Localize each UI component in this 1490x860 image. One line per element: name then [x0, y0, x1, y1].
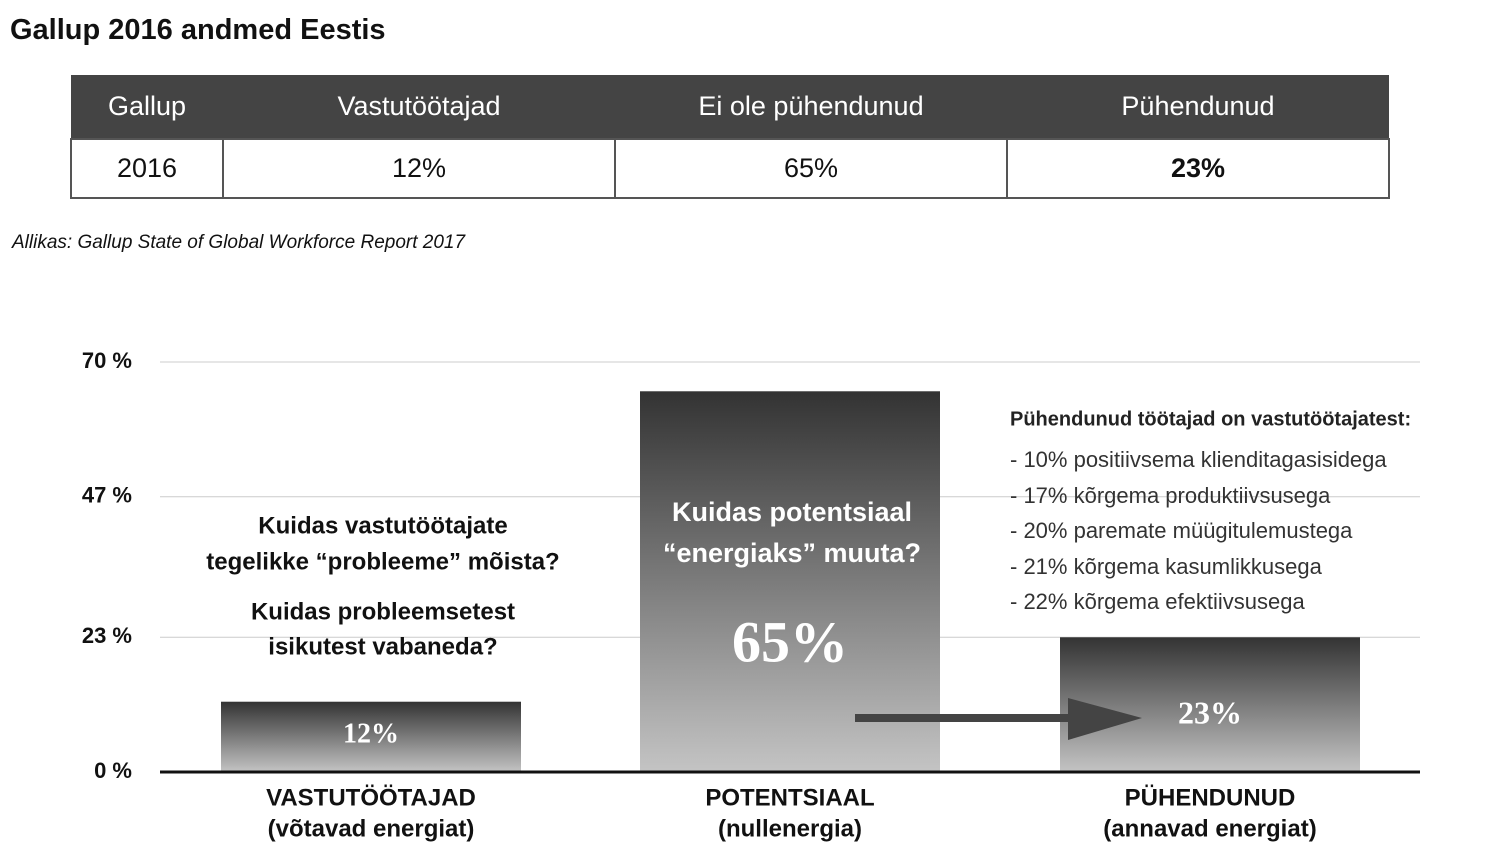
column-header: Pühendunud: [1007, 75, 1389, 139]
bar: [640, 391, 940, 772]
x-tick-label: PÜHENDUNUD: [1125, 784, 1296, 811]
bar: [1060, 637, 1360, 772]
value-label: 65%: [732, 609, 848, 674]
annotation-item: - 21% kõrgema kasumlikkusega: [1010, 554, 1323, 579]
annotation-item: - 20% paremate müügitulemustega: [1010, 518, 1353, 543]
annotation-item: - 10% positiivsema klienditagasisidega: [1010, 447, 1387, 472]
y-tick-label: 70 %: [82, 348, 132, 373]
x-tick-label: POTENTSIAAL: [705, 784, 874, 811]
annotation: tegelikke “probleeme” mõista?: [206, 548, 559, 575]
annotation-item: - 17% kõrgema produktiivsusega: [1010, 483, 1331, 508]
x-tick-sublabel: (võtavad energiat): [268, 815, 475, 842]
data-table: Gallup Vastutöötajad Ei ole pühendunud P…: [70, 75, 1390, 199]
column-header: Gallup: [71, 75, 223, 139]
source-note: Allikas: Gallup State of Global Workforc…: [12, 232, 466, 253]
annotation: isikutest vabaneda?: [268, 633, 497, 660]
annotation-item: - 22% kõrgema efektiivsusega: [1010, 589, 1305, 614]
annotation-title: Pühendunud töötajad on vastutöötajatest:: [1010, 408, 1411, 430]
table-cell: 23%: [1006, 138, 1390, 199]
x-tick-label: VASTUTÖÖTAJAD: [266, 784, 476, 811]
annotation: Kuidas potentsiaal: [672, 497, 912, 527]
table-cell: 12%: [222, 138, 616, 199]
bar: [221, 701, 521, 772]
x-tick-sublabel: (annavad energiat): [1103, 815, 1316, 842]
y-tick-label: 47 %: [82, 483, 132, 508]
table-cell: 65%: [614, 138, 1008, 199]
column-header: Vastutöötajad: [223, 75, 615, 139]
value-label: 12%: [343, 718, 399, 749]
column-header: Ei ole pühendunud: [615, 75, 1007, 139]
x-tick-sublabel: (nullenergia): [718, 815, 862, 842]
arrow-head: [1068, 698, 1142, 740]
y-tick-label: 0 %: [94, 758, 132, 783]
y-tick-label: 23 %: [82, 623, 132, 648]
value-label: 23%: [1178, 694, 1242, 730]
page-title: Gallup 2016 andmed Eestis: [10, 14, 386, 46]
annotation: “energiaks” muuta?: [663, 538, 921, 568]
annotation: Kuidas probleemsetest: [251, 598, 515, 625]
annotation: Kuidas vastutöötajate: [258, 512, 507, 539]
table-cell: 2016: [70, 138, 224, 199]
